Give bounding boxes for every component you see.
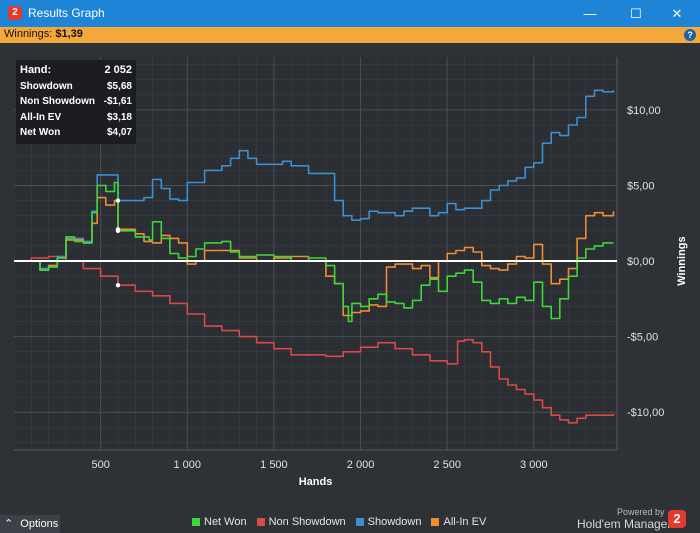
hand-tooltip: Hand: 2 052 Showdown $5,68 Non Showdown -$1… [16, 60, 136, 144]
chevron-up-icon: ⌃ [4, 518, 14, 530]
title-bar: 2 Results Graph — ☐ ✕ [0, 0, 700, 27]
options-button[interactable]: ⌃ Options [0, 515, 60, 533]
x-tick-label: 3 000 [520, 459, 548, 471]
hover-point [115, 283, 121, 288]
x-tick-label: 1 000 [174, 459, 202, 471]
winnings-bar: Winnings: $1,39 ? [0, 27, 700, 43]
series-line-non-showdown [14, 255, 615, 424]
y-tick-label: -$10,00 [627, 407, 664, 419]
chart-legend: Net Won Non Showdown Showdown All-In EV [192, 516, 486, 528]
tooltip-row-net-won: Net Won $4,07 [20, 127, 132, 138]
y-tick-label: $5,00 [627, 180, 655, 192]
maximize-button[interactable]: ☐ [630, 6, 642, 21]
window-title: Results Graph [28, 6, 105, 20]
legend-item-all-in-ev[interactable]: All-In EV [431, 516, 486, 528]
y-axis-title: Winnings [676, 236, 688, 285]
legend-swatch [355, 518, 364, 526]
winnings-value: $1,39 [55, 28, 83, 40]
x-tick-label: 2 000 [347, 459, 375, 471]
tooltip-row-all-in-ev: All-In EV $3,18 [20, 111, 132, 123]
y-tick-label: $10,00 [627, 105, 661, 117]
close-button[interactable]: ✕ [671, 6, 683, 21]
hover-point [115, 227, 121, 232]
y-tick-label: -$5,00 [627, 332, 658, 344]
x-tick-label: 500 [91, 459, 109, 471]
tooltip-row-hand: Hand: 2 052 [20, 64, 132, 76]
legend-swatch [431, 518, 440, 526]
chart-series [14, 89, 617, 424]
minimize-button[interactable]: — [583, 6, 597, 21]
options-label: Options [20, 518, 59, 530]
x-tick-label: 2 500 [433, 459, 461, 471]
winnings-label: Winnings: [4, 28, 53, 40]
chart-axes [14, 57, 618, 451]
legend-item-non-showdown[interactable]: Non Showdown [256, 516, 346, 528]
tooltip-row-showdown: Showdown $5,68 [20, 80, 132, 92]
app-logo-icon: 2 [8, 6, 22, 20]
brand-label: Hold'em Manager [577, 517, 672, 531]
legend-item-showdown[interactable]: Showdown [355, 516, 421, 528]
x-tick-label: 1 500 [260, 459, 288, 471]
winnings-summary: Winnings: $1,39 [4, 28, 83, 40]
x-axis-title: Hands [299, 476, 333, 488]
legend-swatch [192, 518, 200, 526]
tooltip-row-non-showdown: Non Showdown -$1,61 [20, 96, 132, 107]
series-line-net-won [14, 181, 614, 323]
brand-logo-icon: 2 [668, 510, 686, 528]
y-tick-label: $0,00 [627, 256, 655, 268]
chart-labels: 500 1 000 1 500 2 000 2 500 3 000 $10,00 $5,00 $… [91, 105, 688, 488]
powered-by-label: Powered by [617, 507, 665, 517]
hover-point [115, 198, 121, 203]
legend-item-net-won[interactable]: Net Won [192, 516, 247, 528]
legend-swatch [256, 518, 265, 526]
help-icon[interactable]: ? [684, 29, 696, 41]
